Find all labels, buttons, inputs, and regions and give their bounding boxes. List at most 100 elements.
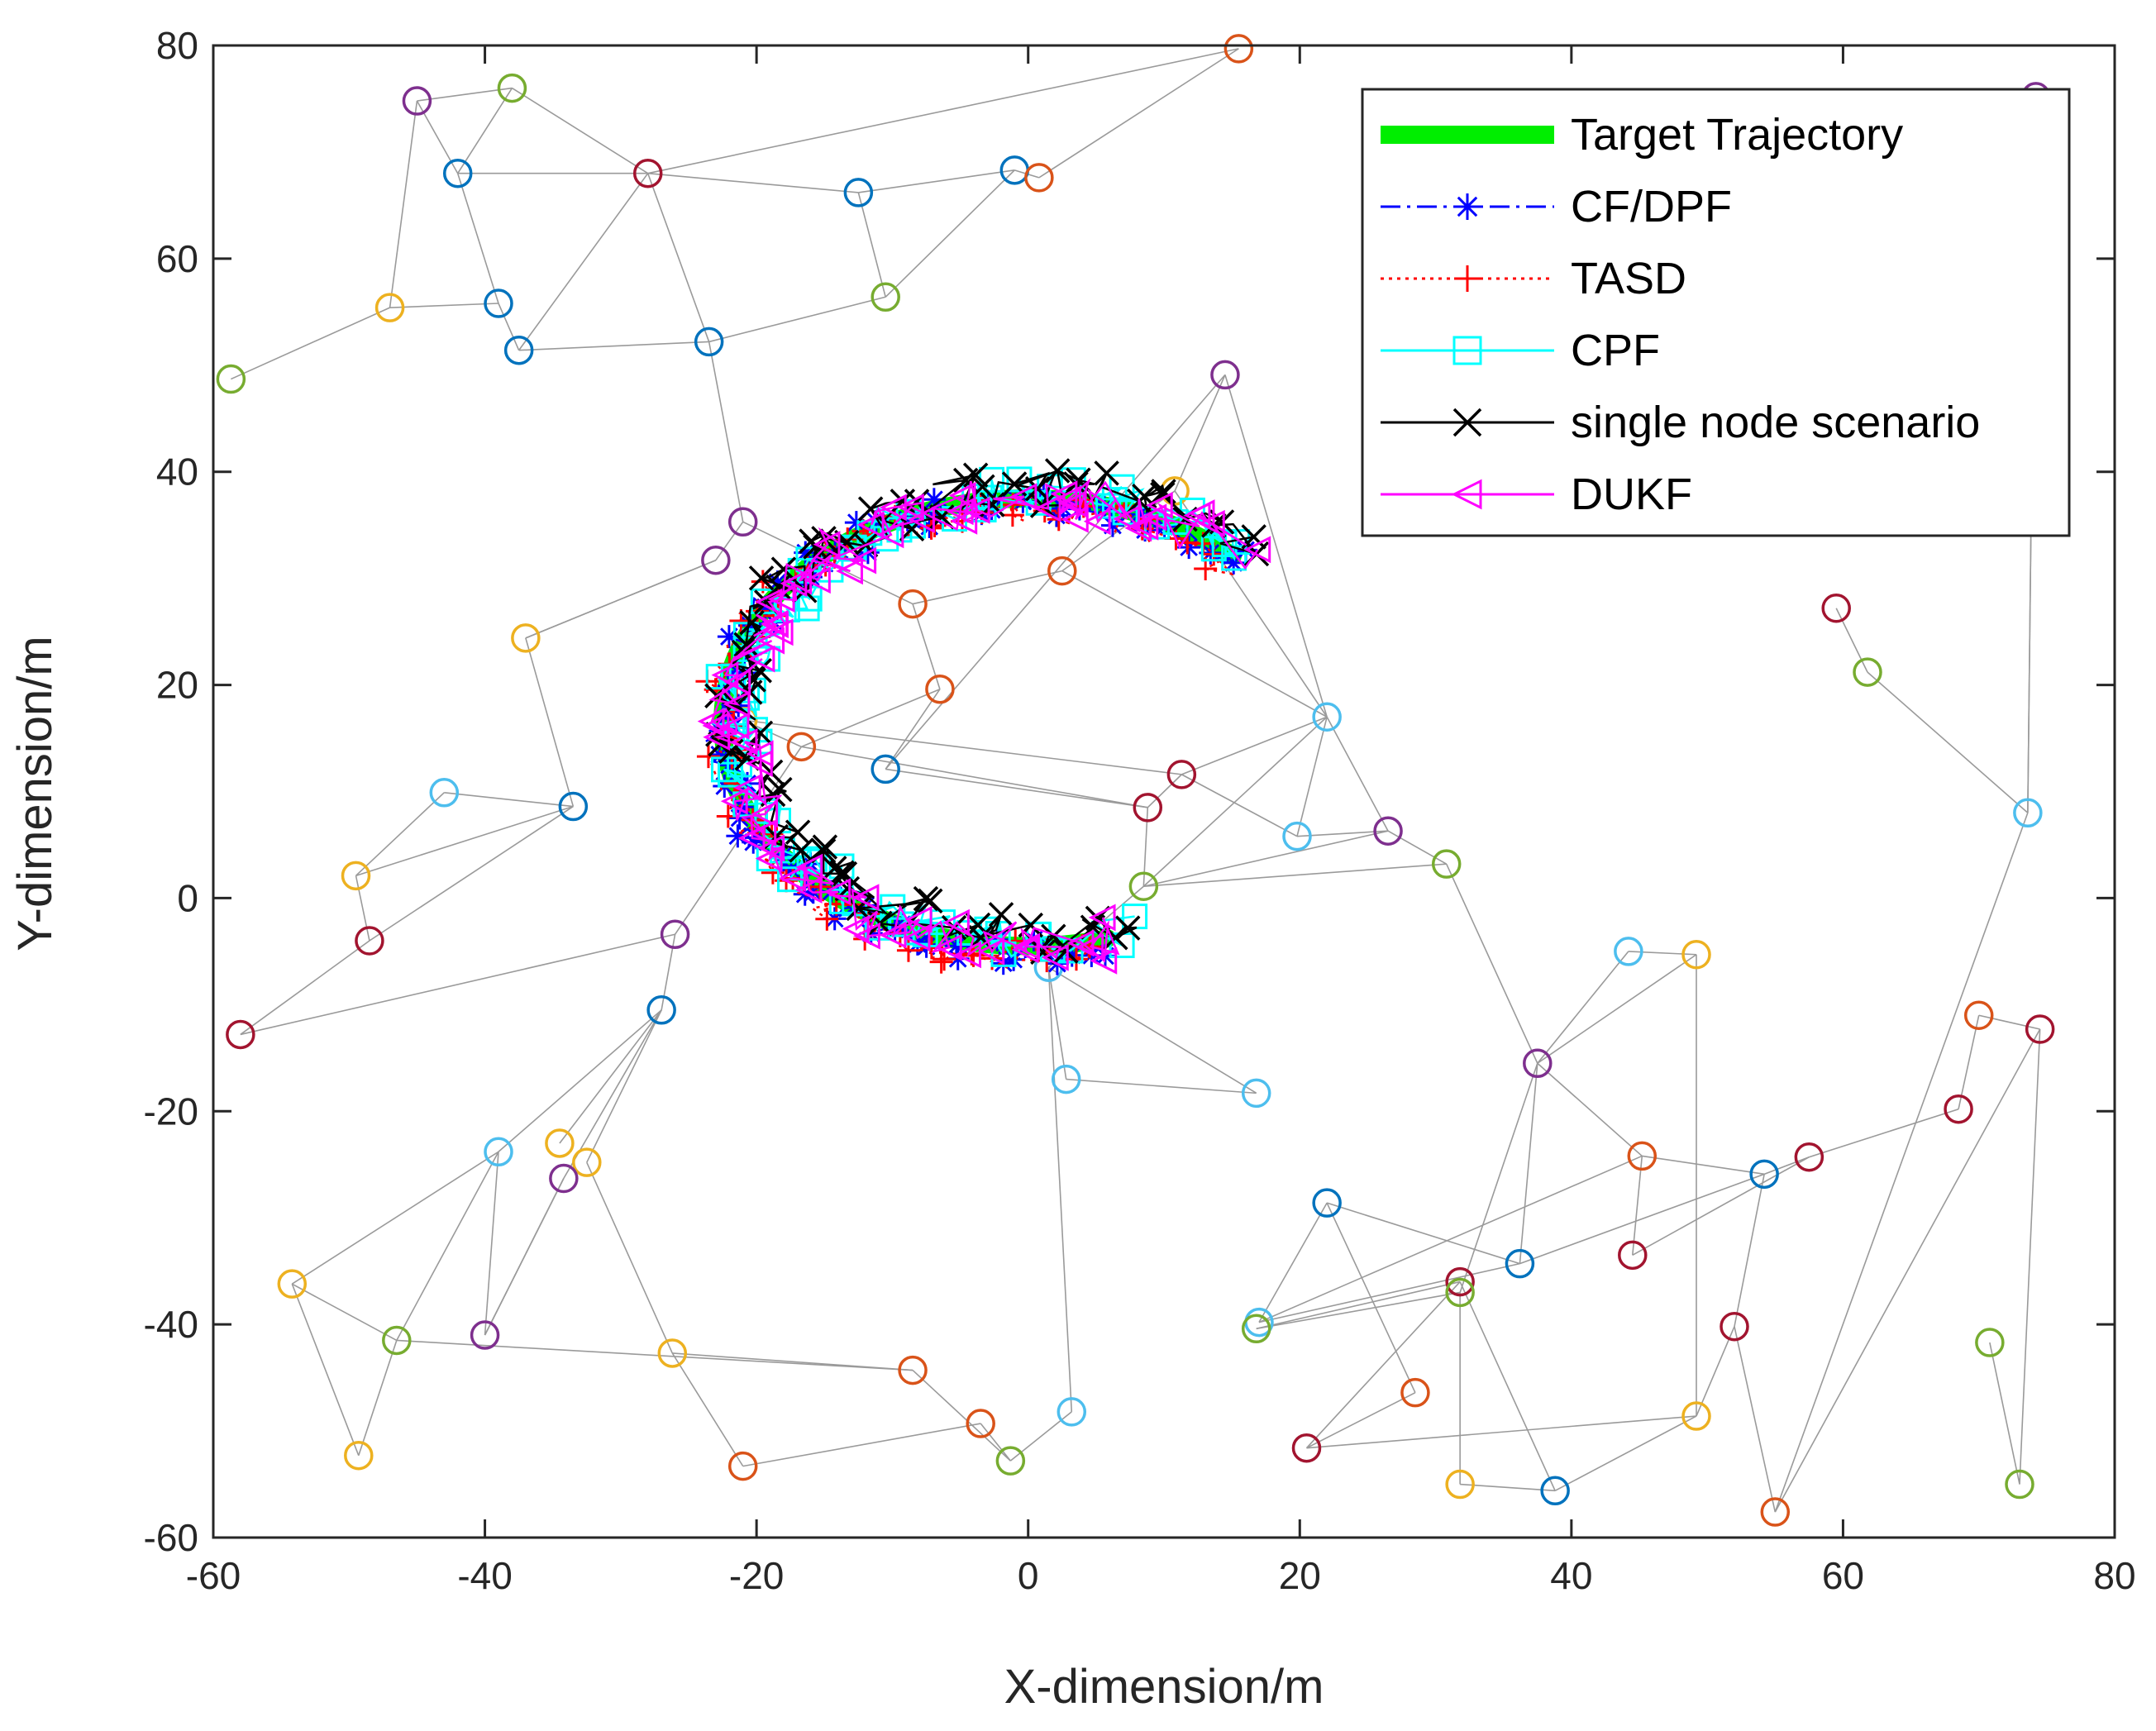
dukf-marker [697, 708, 725, 736]
y-tick-label: 20 [156, 664, 198, 707]
sensor-node [1291, 1433, 1322, 1463]
network-edge [240, 933, 675, 1036]
network-edge [417, 87, 513, 102]
dukf-marker [1145, 491, 1173, 519]
sensor-node [1241, 1314, 1271, 1344]
network-edge [672, 1352, 913, 1371]
sensor-node [1445, 1266, 1475, 1297]
dukf-marker [755, 588, 782, 616]
dukf-marker [876, 521, 904, 549]
dukf-marker [1061, 505, 1089, 533]
network-edge [396, 1339, 913, 1371]
sensor-node [1540, 1476, 1570, 1506]
cpf-marker [873, 526, 899, 552]
sensor-node [727, 507, 758, 537]
tasd-marker [696, 745, 720, 769]
dukf-marker [703, 723, 731, 751]
single-node-scenario-marker [789, 837, 814, 863]
network-edge [1061, 570, 1328, 718]
legend-marker-single-node-scenario [1452, 408, 1482, 437]
sensor-node [549, 1163, 579, 1194]
single-node-scenario-marker [846, 895, 871, 922]
network-edge [742, 719, 1182, 775]
dukf-marker [836, 557, 863, 585]
dukf-marker [977, 937, 1005, 966]
network-edge [1174, 374, 1226, 492]
sensor-node [1505, 1248, 1535, 1279]
network-edge [801, 746, 1148, 808]
dukf-marker [757, 834, 785, 862]
network-edge [715, 521, 744, 561]
network-edge [389, 100, 418, 308]
sensor-node [1681, 940, 1711, 970]
network-edge [1867, 671, 2029, 813]
dukf-marker [1088, 904, 1116, 932]
sensor-node [1024, 163, 1054, 193]
sensor-node [1963, 1000, 1994, 1030]
sensor-node [1749, 1159, 1779, 1190]
sensor-node [1241, 1078, 1271, 1109]
legend-label-tasd: TASD [1571, 254, 1686, 303]
network-edge [1809, 1108, 1959, 1158]
network-edge [389, 303, 499, 308]
cpf-marker [718, 761, 744, 788]
network-edge [1047, 967, 1067, 1080]
x-tick-label: -60 [186, 1554, 241, 1597]
network-edge [1143, 863, 1447, 888]
legend-marker-dukf [1451, 479, 1482, 510]
network-edge [980, 1423, 1011, 1462]
dukf-marker [795, 853, 823, 881]
network-edge [912, 570, 1062, 605]
sensor-node [511, 623, 541, 653]
dukf-marker [879, 921, 907, 949]
dukf-marker [780, 570, 808, 598]
dukf-marker [946, 498, 974, 526]
sensor-node [344, 1440, 374, 1471]
sensor-node [558, 791, 589, 822]
tasd-marker [815, 907, 839, 931]
network-edge [291, 1151, 499, 1285]
y-tick-label: 80 [156, 24, 198, 67]
cpf-marker [705, 664, 732, 690]
network-edge [885, 169, 1015, 298]
network-edge [559, 1009, 662, 1144]
network-edge [1537, 1062, 1643, 1157]
network-edge [1066, 1078, 1257, 1094]
y-tick-label: -20 [144, 1090, 198, 1133]
network-edge [498, 303, 520, 351]
network-edge [525, 559, 717, 639]
dukf-marker [879, 494, 907, 522]
dukf-marker [1083, 508, 1111, 536]
sensor-node [1223, 34, 1254, 64]
sensor-node [1047, 556, 1077, 586]
dukf-marker [942, 908, 970, 937]
network-edge [1306, 1415, 1697, 1449]
dukf-marker [1243, 536, 1271, 564]
network-edge [1296, 830, 1389, 837]
dukf-marker [896, 494, 924, 521]
dukf-marker [1187, 499, 1215, 527]
sensor-node [1681, 1401, 1711, 1431]
dukf-marker [903, 923, 931, 951]
single-node-scenario-marker [739, 610, 765, 636]
network-edge [369, 805, 574, 942]
network-edge [1460, 1483, 1556, 1492]
sensor-node [1431, 849, 1462, 879]
dukf-marker [908, 506, 935, 533]
dukf-marker [851, 884, 880, 912]
single-node-scenario-marker [952, 467, 979, 494]
sensor-node [470, 1320, 500, 1350]
x-tick-label: 60 [1822, 1554, 1864, 1597]
network-edge [1519, 1063, 1538, 1264]
network-edge [518, 341, 709, 351]
dukf-marker [1076, 932, 1104, 961]
dukf-marker [823, 878, 851, 906]
network-edge [1554, 1415, 1697, 1491]
legend-box [1361, 88, 2071, 537]
single-node-scenario-marker [988, 902, 1014, 927]
sensor-node [1128, 871, 1159, 901]
dukf-marker [733, 774, 761, 802]
network-edge [291, 1283, 398, 1342]
dukf-marker [1131, 513, 1159, 541]
sensor-node [355, 926, 384, 956]
